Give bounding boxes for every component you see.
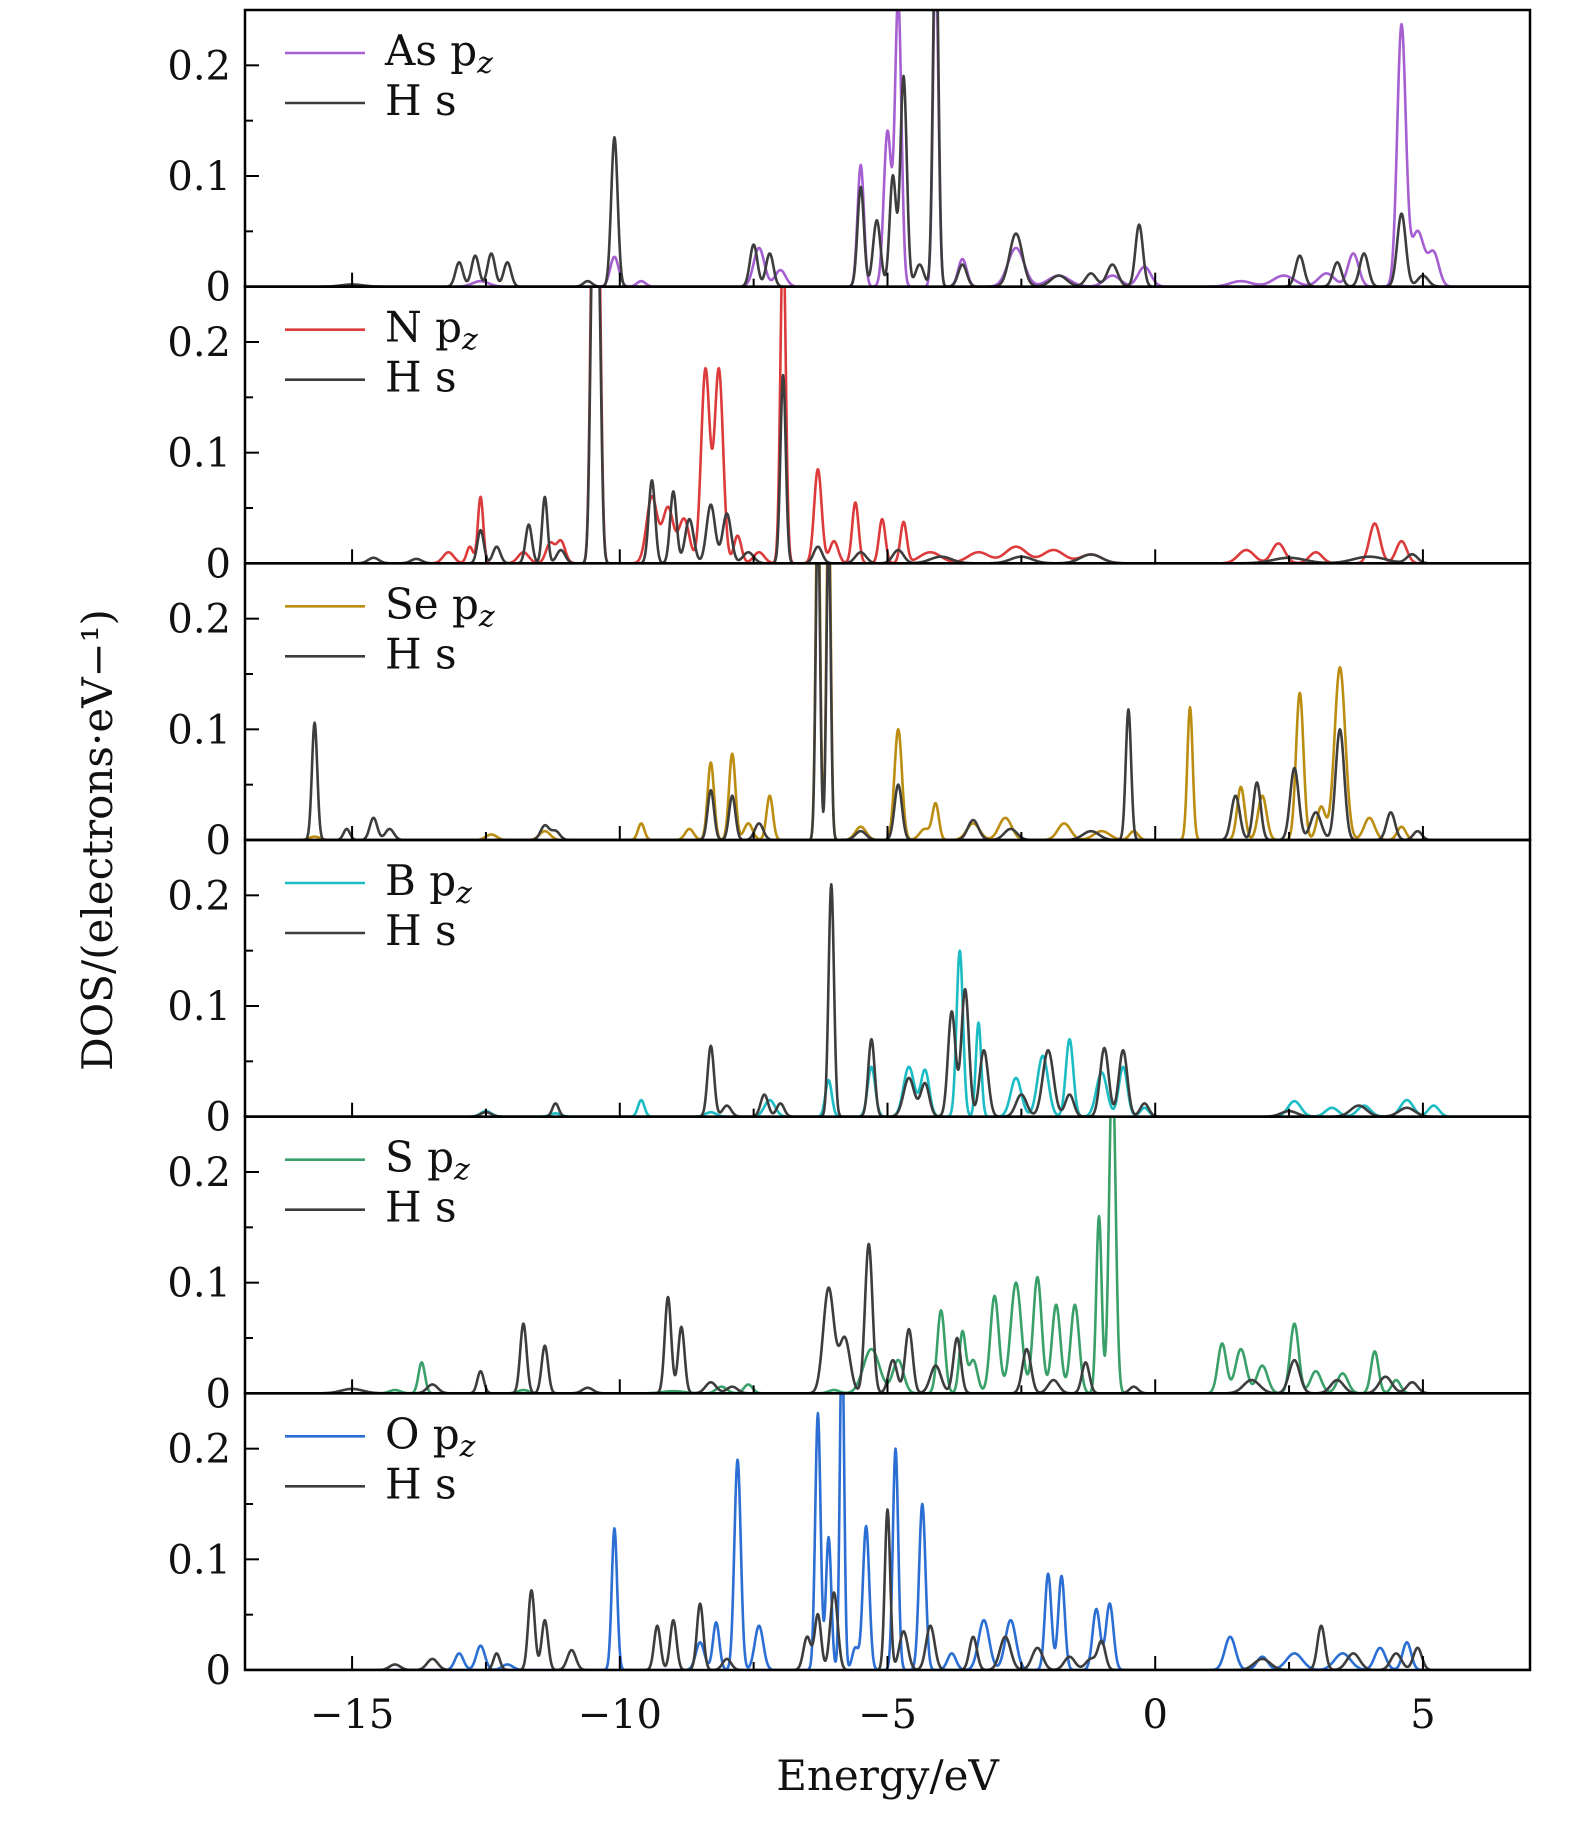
y-tick-label: 0	[206, 1371, 231, 1417]
legend-label: H s	[385, 1183, 457, 1232]
panel-as: 0 0.1 0.2 As pzH s	[167, 0, 1530, 311]
legend-subscript: z	[478, 599, 495, 634]
legend-label: O pz	[385, 1409, 476, 1464]
legend-subscript: z	[459, 1429, 476, 1464]
y-tick-label: 0.2	[167, 873, 231, 919]
x-tick-label: 5	[1410, 1692, 1435, 1738]
legend-label: Se pz	[385, 579, 495, 634]
panel-s: 0 0.1 0.2 S pzH s	[167, 1061, 1530, 1417]
y-tick-label: 0.2	[167, 43, 231, 89]
y-tick-label: 0.2	[167, 320, 231, 366]
y-tick-label: 0.1	[167, 154, 231, 200]
legend-label: H s	[385, 353, 457, 402]
legend-subscript: z	[455, 876, 472, 911]
panel-se: 0 0.1 0.2 Se pzH s	[167, 464, 1530, 864]
x-tick-label: −10	[578, 1692, 662, 1738]
legend-subscript: z	[461, 323, 478, 358]
legend-label: N pz	[385, 303, 478, 358]
x-axis-title: Energy/eV	[776, 1751, 999, 1800]
legend-label: H s	[385, 76, 457, 125]
y-tick-label: 0.1	[167, 1261, 231, 1307]
y-tick-label: 0.1	[167, 431, 231, 477]
panels-group: 00.10.2 As pzH s00.10.2 N pzH s00.10.2 Se p…	[167, 0, 1530, 1738]
legend-label: S pz	[385, 1133, 470, 1188]
y-tick-label: 0.2	[167, 1427, 231, 1473]
y-tick-label: 0.2	[167, 1150, 231, 1196]
series-line-s-h-s	[245, 1244, 1530, 1393]
panel-b: 0 0.1 0.2 B pzH s	[167, 840, 1530, 1141]
legend-label: H s	[385, 906, 457, 955]
y-tick-label: 0	[206, 265, 231, 311]
y-tick-label: 0	[206, 1095, 231, 1141]
y-tick-label: 0	[206, 541, 231, 587]
y-tick-label: 0.1	[167, 707, 231, 753]
legend-label: B pz	[385, 856, 472, 911]
legend-subscript: z	[476, 46, 493, 81]
x-tick-label: −15	[310, 1692, 394, 1738]
y-tick-label: 0	[206, 1648, 231, 1694]
legend-label: H s	[385, 629, 457, 678]
y-tick-label: 0	[206, 818, 231, 864]
panel-n: 0 0.1 0.2 N pzH s	[167, 124, 1530, 588]
legend-label: As pz	[384, 26, 493, 81]
series-line-o-h-s	[245, 1510, 1530, 1671]
x-tick-label: 0	[1142, 1692, 1167, 1738]
y-axis-title: DOS/(electrons·eV−¹)	[73, 609, 122, 1071]
series-line-b-orbital	[245, 951, 1530, 1117]
dos-figure: 00.10.2 As pzH s00.10.2 N pzH s00.10.2 Se p…	[0, 0, 1575, 1821]
x-tick-label: −5	[858, 1692, 917, 1738]
y-tick-label: 0.1	[167, 1537, 231, 1583]
legend-label: H s	[385, 1459, 457, 1508]
y-tick-label: 0.2	[167, 597, 231, 643]
y-tick-label: 0.1	[167, 984, 231, 1030]
panel-o: 0 0.1 0.2 O pzH s	[167, 1327, 1530, 1694]
